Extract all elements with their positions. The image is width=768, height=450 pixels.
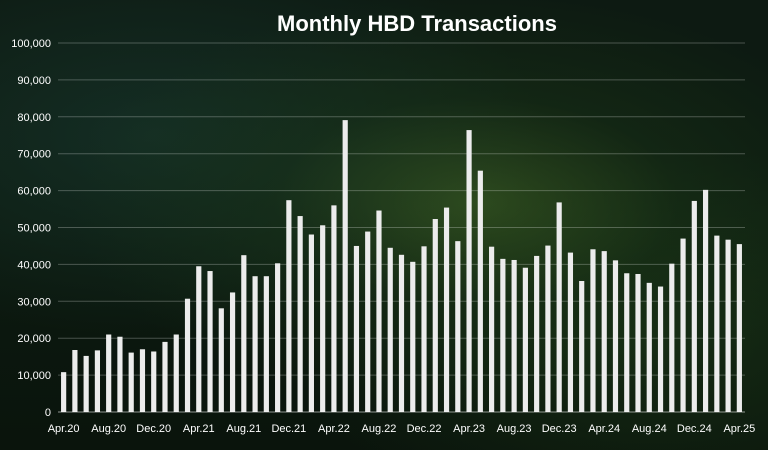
- x-tick-label: Apr.21: [183, 423, 215, 435]
- gridlines: [58, 42, 745, 376]
- bar: Aug.22: 54600: [376, 210, 382, 412]
- bar: Jul.20: 16700: [94, 350, 101, 412]
- bar: Aug.20: 21000: [106, 334, 112, 412]
- bar: Mar.24: 44100: [590, 249, 596, 412]
- bar: Apr.23: 76400: [466, 130, 472, 413]
- x-tick-label: Dec.23: [542, 423, 577, 435]
- bar: Jan.22: 53100: [297, 216, 303, 412]
- x-tick-label: Aug.20: [91, 423, 126, 435]
- y-tick-label: 10,000: [17, 370, 51, 382]
- x-tick-label: Aug.24: [632, 423, 667, 435]
- bar: Oct.22: 42600: [398, 254, 405, 412]
- bar: Dec.24: 57200: [691, 200, 697, 412]
- bar: Apr.21: 39500: [196, 266, 202, 412]
- bar: Nov.23: 45100: [545, 245, 551, 412]
- bar: Apr.20: 10800: [61, 372, 67, 412]
- x-tick-label: Apr.22: [318, 423, 350, 435]
- y-tick-label: 70,000: [17, 149, 51, 161]
- bar: Aug.21: 42500: [241, 255, 247, 412]
- bar: Sep.24: 34000: [657, 286, 664, 412]
- bar: Sep.21: 36800: [252, 276, 258, 412]
- bar: Jul.24: 37400: [635, 273, 641, 412]
- bar: Apr.22: 56000: [331, 205, 337, 412]
- bar: May.22: 79100: [342, 120, 348, 412]
- bar: Sep.23: 39100: [522, 267, 528, 412]
- bar: Jan.25: 60200: [702, 189, 709, 412]
- bar: Dec.22: 44900: [421, 246, 427, 412]
- bar: Feb.25: 47800: [714, 235, 720, 412]
- y-tick-label: 50,000: [17, 223, 51, 235]
- x-tick-label: Apr.25: [723, 423, 755, 435]
- bar: Nov.24: 47000: [680, 238, 686, 412]
- y-tick-label: 40,000: [17, 259, 51, 271]
- bar: Jul.23: 41500: [500, 258, 506, 412]
- chart-title: Monthly HBD Transactions: [277, 11, 557, 36]
- x-tick-label: Apr.24: [588, 423, 620, 435]
- x-tick-label: Apr.23: [453, 423, 485, 435]
- bar: Feb.23: 55400: [443, 207, 450, 412]
- x-tick-label: Aug.22: [362, 423, 397, 435]
- bar: Jul.22: 48900: [365, 231, 371, 412]
- bar: Nov.22: 40700: [410, 261, 416, 412]
- bar: May.20: 16800: [72, 350, 78, 412]
- bar: Jun.22: 45000: [353, 245, 360, 412]
- bar: Dec.20: 16400: [151, 351, 157, 412]
- x-tick-label: Dec.24: [677, 423, 712, 435]
- bar: Oct.21: 36800: [263, 276, 269, 412]
- bar: Mar.22: 50600: [320, 225, 326, 412]
- bar: Jul.21: 32400: [229, 292, 236, 412]
- bar: Oct.23: 42300: [534, 255, 540, 412]
- bar: Jan.23: 52300: [432, 219, 438, 412]
- bar: May.21: 38200: [207, 271, 213, 412]
- bar: Oct.24: 40200: [669, 263, 675, 412]
- bar: Nov.21: 40300: [275, 263, 281, 412]
- x-tick-label: Aug.21: [226, 423, 261, 435]
- bar: Aug.23: 41200: [511, 259, 517, 412]
- bar: Dec.23: 56800: [556, 202, 562, 412]
- bar: Dec.21: 57400: [286, 200, 292, 412]
- bar: May.24: 41100: [612, 260, 619, 412]
- x-tick-label: Dec.22: [407, 423, 442, 435]
- bar: Apr.24: 43600: [601, 251, 607, 412]
- bar: Sep.20: 20400: [117, 336, 123, 412]
- y-tick-label: 0: [45, 407, 51, 419]
- bar: Mar.23: 46300: [455, 241, 461, 412]
- bar: Apr.25: 45500: [736, 244, 742, 412]
- bar: Jun.20: 15200: [83, 355, 89, 412]
- y-tick-label: 60,000: [17, 186, 51, 198]
- y-tick-label: 100,000: [11, 38, 51, 50]
- bar: Oct.20: 16100: [128, 352, 134, 412]
- bar: Jun.23: 44800: [489, 246, 495, 412]
- bar: Jan.21: 19000: [162, 341, 168, 412]
- bar: Sep.22: 44500: [387, 247, 393, 412]
- bar: Nov.20: 17000: [139, 349, 146, 412]
- bar: Feb.24: 35500: [579, 281, 585, 412]
- y-tick-label: 90,000: [17, 75, 51, 87]
- y-tick-label: 30,000: [17, 296, 51, 308]
- x-tick-label: Dec.20: [136, 423, 171, 435]
- bar: Feb.22: 48100: [308, 234, 314, 412]
- bar: Mar.25: 46700: [725, 239, 731, 412]
- bar: May.23: 65400: [477, 170, 483, 412]
- x-tick-label: Dec.21: [271, 423, 306, 435]
- bar: Jan.24: 43200: [567, 252, 574, 412]
- bars: Apr.20: 10800 May.20: 16800 Jun.20: 15200 J…: [61, 120, 742, 413]
- x-tick-label: Apr.20: [48, 423, 80, 435]
- bar: Jun.24: 37600: [624, 273, 630, 412]
- x-axis-tick-labels: Apr.20 Aug.20 Dec.20 Apr.21 Aug.21 Dec.21 Apr.…: [48, 423, 756, 435]
- bar: Jun.21: 28100: [218, 308, 224, 412]
- y-tick-label: 20,000: [17, 333, 51, 345]
- y-tick-label: 80,000: [17, 112, 51, 124]
- bar: Mar.21: 30700: [184, 298, 191, 412]
- x-tick-label: Aug.23: [497, 423, 532, 435]
- y-axis-tick-labels: 0 10,000 20,000 30,000 40,000 50,000 60,000 70,…: [11, 38, 51, 419]
- bar: Aug.24: 35000: [646, 282, 652, 412]
- bar: Feb.21: 21000: [173, 334, 179, 412]
